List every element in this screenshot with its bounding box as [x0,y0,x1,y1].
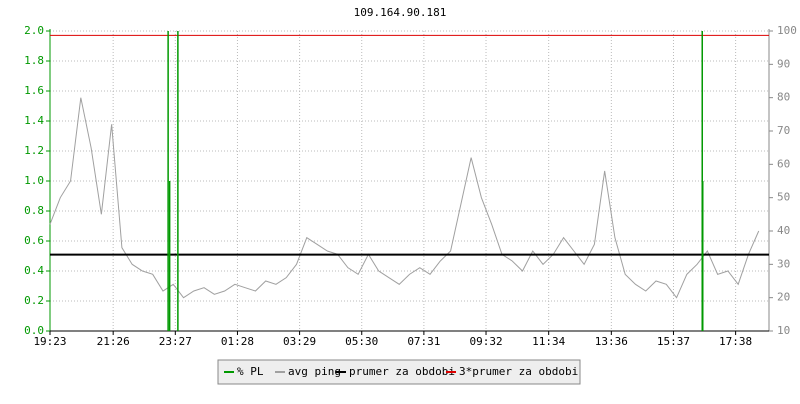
x-tick-label: 09:32 [469,335,502,348]
legend-label: avg ping [288,365,341,378]
y-tick-label: 1.6 [24,84,44,97]
y2-tick-label: 90 [777,57,790,70]
x-tick-label: 13:36 [595,335,628,348]
y-tick-label: 0.4 [24,264,44,277]
x-tick-label: 11:34 [532,335,565,348]
y-tick-label: 0.2 [24,294,44,307]
x-tick-label: 01:28 [221,335,254,348]
legend-label: prumer za obdobi [349,365,455,378]
chart-title: 109.164.90.181 [354,6,447,19]
y2-tick-label: 50 [777,191,790,204]
y-tick-label: 0.0 [24,324,44,337]
y-tick-label: 0.6 [24,234,44,247]
y2-tick-label: 60 [777,157,790,170]
y-tick-label: 0.8 [24,204,44,217]
x-tick-label: 07:31 [407,335,440,348]
y2-tick-label: 10 [777,324,790,337]
y-tick-label: 1.2 [24,144,44,157]
y2-tick-label: 20 [777,291,790,304]
y-tick-label: 1.4 [24,114,44,127]
y-tick-label: 2.0 [24,24,44,37]
legend-label: % PL [237,365,264,378]
x-tick-label: 03:29 [283,335,316,348]
legend-label: 3*prumer za obdobi [459,365,578,378]
x-tick-label: 15:37 [657,335,690,348]
x-tick-label: 19:23 [33,335,66,348]
y-tick-label: 1.8 [24,54,44,67]
x-tick-label: 17:38 [719,335,752,348]
x-tick-label: 05:30 [345,335,378,348]
y2-tick-label: 30 [777,257,790,270]
x-tick-label: 21:26 [97,335,130,348]
y2-tick-label: 80 [777,91,790,104]
y2-tick-label: 70 [777,124,790,137]
x-tick-label: 23:27 [159,335,192,348]
y2-tick-label: 100 [777,24,797,37]
y2-tick-label: 40 [777,224,790,237]
y-tick-label: 1.0 [24,174,44,187]
